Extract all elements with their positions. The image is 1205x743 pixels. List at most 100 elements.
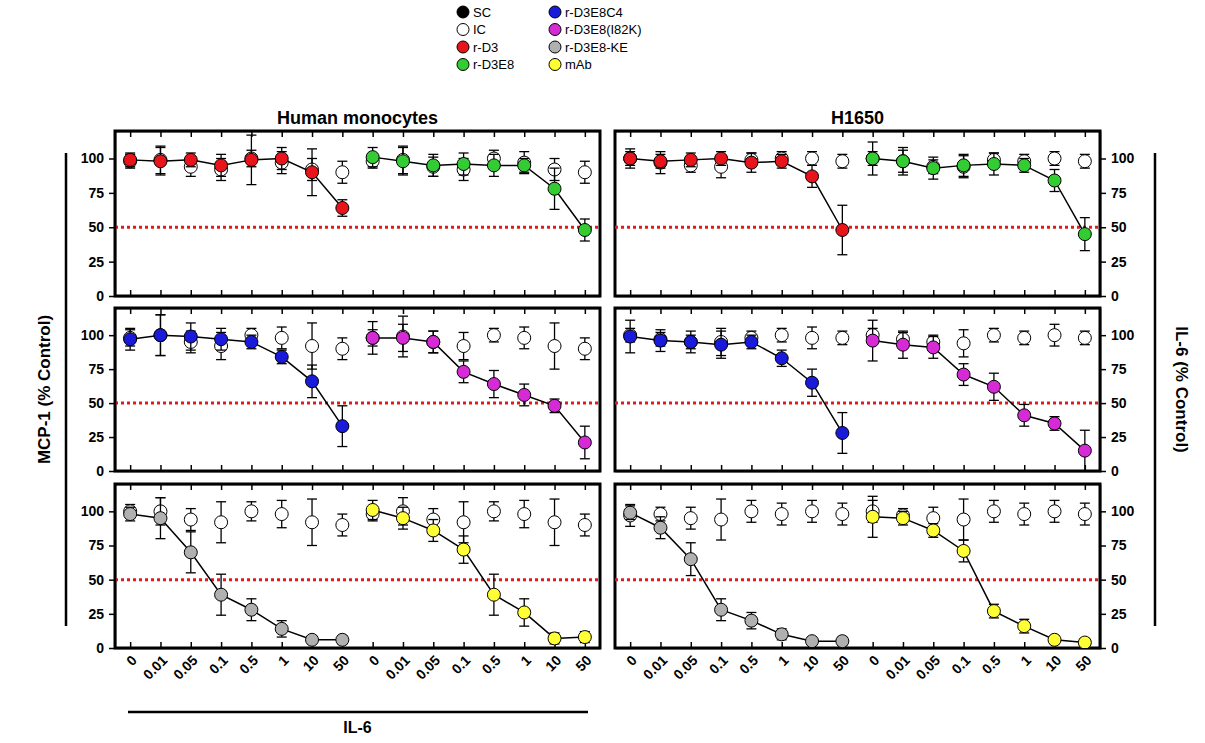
error-bar-cap [307, 498, 317, 499]
x-tick-mark [372, 642, 374, 648]
x-tick-mark [281, 465, 283, 471]
x-tick-mark [342, 131, 344, 137]
x-tick-mark [630, 465, 632, 471]
error-bar-cap [686, 542, 696, 543]
error-bar-cap [489, 397, 499, 398]
y-tick-mark [1100, 471, 1106, 473]
x-tick [782, 484, 783, 490]
data-point [306, 516, 319, 529]
error-bar-cap [928, 178, 938, 179]
y-tick-label: 100 [1111, 503, 1135, 519]
error-bar-cap [550, 322, 560, 323]
x-tick [221, 131, 222, 137]
y-tick-mark [109, 511, 115, 513]
error-bar-cap [837, 205, 847, 206]
error-bar-cap [550, 498, 560, 499]
error-bar-cap [807, 187, 817, 188]
x-tick [1055, 484, 1056, 490]
x-tick-mark [251, 308, 253, 314]
data-point [578, 342, 591, 355]
data-point [275, 331, 288, 344]
error-bar-cap [519, 598, 529, 599]
data-point [775, 628, 788, 641]
axis-line [616, 484, 1101, 486]
data-point [366, 331, 379, 344]
x-tick-label: 0.01 [382, 652, 413, 683]
error-bar-cap [186, 176, 196, 177]
error-bar-cap [959, 498, 969, 499]
x-tick [251, 465, 252, 471]
x-tick [494, 131, 495, 137]
legend-item: r-D3E8-KE [549, 40, 628, 55]
x-tick [964, 484, 965, 490]
data-point [927, 512, 940, 525]
legend-marker [549, 41, 561, 53]
error-bar-cap [489, 615, 499, 616]
series [366, 500, 591, 645]
plot-frame [615, 308, 1100, 471]
x-tick-mark [842, 308, 844, 314]
error-bar-cap [807, 348, 817, 349]
x-tick-label: 0 [123, 652, 140, 669]
error-bar-cap [807, 522, 817, 523]
x-tick [782, 131, 783, 137]
y-tick-mark [1100, 261, 1106, 263]
x-tick-label: 1 [517, 652, 534, 669]
error-bar-cap [186, 508, 196, 509]
data-point [1018, 159, 1031, 172]
error-bar-cap [519, 500, 529, 501]
x-tick [524, 131, 525, 137]
x-axis [616, 290, 1101, 297]
y-tick: 0 [1100, 640, 1119, 656]
x-tick [282, 290, 283, 296]
data-point [1018, 331, 1031, 344]
series-line [873, 517, 1085, 643]
axis-line [115, 132, 117, 297]
x-tick-mark [933, 290, 935, 296]
data-point [806, 170, 819, 183]
x-tick: 0 [366, 642, 383, 669]
y-tick-mark [109, 158, 115, 160]
y-tick-mark [1100, 437, 1106, 439]
error-bar-cap [489, 150, 499, 151]
error-bar-cap [550, 209, 560, 210]
data-point [1048, 329, 1061, 342]
error-bar-cap [959, 176, 969, 177]
legend-item: r-D3E8C4 [549, 5, 623, 20]
y-tick-label: 75 [1111, 185, 1127, 201]
error-bar-cap [155, 355, 165, 356]
y-tick-mark [1100, 158, 1106, 160]
error-bar-cap [246, 620, 256, 621]
y-tick: 25 [1100, 429, 1127, 445]
x-tick-mark [221, 290, 223, 296]
error-bar-cap [459, 563, 469, 564]
x-tick-mark [963, 465, 965, 471]
x-tick [282, 131, 283, 137]
x-tick [1024, 484, 1025, 490]
error-bar-cap [337, 513, 347, 514]
error-bar-cap [807, 326, 817, 327]
error-bar-cap [807, 396, 817, 397]
x-tick [585, 484, 586, 490]
y-tick-mark [1100, 369, 1106, 371]
x-tick [373, 465, 374, 471]
legend-label: r-D3 [473, 40, 498, 55]
error-bar-cap [716, 358, 726, 359]
x-tick [403, 308, 404, 314]
x-tick [721, 308, 722, 314]
error-bar-cap [216, 615, 226, 616]
x-tick-label: 1 [1017, 652, 1034, 669]
error-bar-cap [959, 329, 969, 330]
data-point [684, 335, 697, 348]
x-tick [630, 131, 631, 137]
x-tick-mark [1024, 131, 1026, 137]
x-tick [494, 484, 495, 490]
x-tick [1055, 308, 1056, 314]
plot-frame [115, 308, 600, 471]
data-point [275, 508, 288, 521]
error-bar-cap [959, 539, 969, 540]
x-tick [630, 308, 631, 314]
error-bar-cap [928, 336, 938, 337]
legend-marker [457, 59, 469, 71]
error-bar-cap [459, 359, 469, 360]
